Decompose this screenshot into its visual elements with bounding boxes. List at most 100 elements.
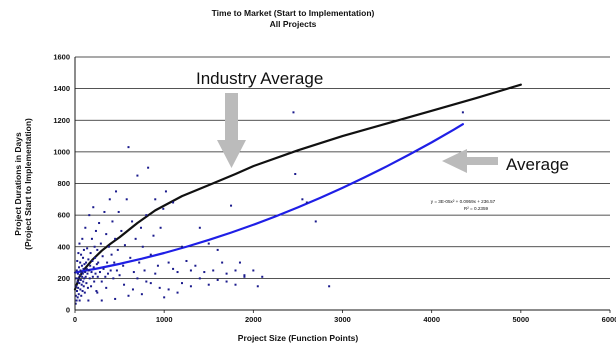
scatter-point <box>79 269 82 272</box>
scatter-point <box>139 226 142 229</box>
scatter-point <box>93 280 96 283</box>
scatter-point <box>84 271 87 274</box>
scatter-point <box>99 242 102 245</box>
scatter-point <box>97 261 100 264</box>
scatter-point <box>314 220 317 223</box>
scatter-point <box>252 269 255 272</box>
scatter-point <box>216 248 219 251</box>
scatter-point <box>109 269 112 272</box>
scatter-point <box>77 252 80 255</box>
scatter-point <box>198 277 201 280</box>
scatter-point <box>189 269 192 272</box>
trendline-equation: y = 3E-05x² + 0.0959x + 236.57 <box>431 199 496 204</box>
scatter-point <box>154 198 157 201</box>
scatter-point <box>207 283 210 286</box>
scatter-point <box>104 275 107 278</box>
x-tick-label: 5000 <box>512 315 529 324</box>
scatter-point <box>75 285 78 288</box>
y-axis-title-line2: (Project Start to Implementation) <box>23 118 33 250</box>
scatter-point <box>82 256 85 259</box>
scatter-point <box>92 266 95 269</box>
scatter-point <box>181 282 183 285</box>
average-arrow <box>442 149 498 173</box>
scatter-point <box>81 272 84 275</box>
scatter-point <box>154 272 157 275</box>
scatter-point <box>90 285 93 288</box>
scatter-point <box>145 214 148 217</box>
scatter-point <box>112 277 115 280</box>
data-series <box>73 83 522 291</box>
scatter-point <box>88 214 91 217</box>
scatter-point <box>172 267 175 270</box>
scatter-point <box>94 272 97 275</box>
scatter-point <box>79 261 82 264</box>
scatter-point <box>117 210 120 213</box>
scatter-point <box>216 278 219 281</box>
y-tick-label: 1000 <box>53 147 70 156</box>
scatter-point <box>89 264 92 267</box>
scatter-point <box>82 285 85 288</box>
scatter-point <box>185 259 188 262</box>
scatter-point <box>79 278 82 281</box>
scatter-point <box>77 293 80 296</box>
scatter-point <box>76 259 79 262</box>
scatter-point <box>103 210 106 213</box>
scatter-point <box>162 207 165 210</box>
scatter-point <box>76 272 79 275</box>
scatter-point <box>261 275 264 278</box>
scatter-point <box>81 275 84 278</box>
scatter-point <box>115 190 118 193</box>
scatter-point <box>76 296 79 299</box>
scatter-point <box>78 266 81 269</box>
scatter-point <box>167 288 170 291</box>
scatter-point <box>105 233 108 236</box>
average-trend-line <box>73 123 464 274</box>
scatter-point <box>80 283 83 286</box>
scatter-point <box>87 258 90 261</box>
scatter-point <box>113 261 116 264</box>
scatter-point <box>158 286 161 289</box>
scatter-point <box>98 271 101 274</box>
scatter-point <box>134 237 137 240</box>
scatter-point <box>77 286 80 289</box>
scatter-point <box>82 280 85 283</box>
scatter-point <box>75 277 78 280</box>
scatter-point <box>95 290 98 293</box>
y-tick-label: 0 <box>66 306 70 315</box>
scatter-point <box>115 269 118 272</box>
scatter-point <box>86 286 89 289</box>
scatter-point <box>301 198 304 201</box>
scatter-point <box>461 111 464 114</box>
scatter-point <box>76 280 79 283</box>
scatter-point <box>123 283 126 286</box>
scatter-point <box>96 275 99 278</box>
scatter-point <box>114 237 117 240</box>
scatter-point <box>87 299 90 302</box>
scatter-point <box>84 226 87 229</box>
scatter-point <box>86 272 89 275</box>
y-tick-label: 1400 <box>53 84 70 93</box>
scatter-points <box>74 111 464 305</box>
scatter-point <box>136 174 139 177</box>
chart-title: Time to Market (Start to Implementation) <box>212 8 375 18</box>
scatter-point <box>91 259 94 262</box>
y-axis-title-line1: Project Durations in Days <box>13 132 23 236</box>
scatter-point <box>74 302 77 305</box>
scatter-point <box>77 277 80 280</box>
scatter-point <box>80 271 83 274</box>
scatter-point <box>221 261 224 264</box>
scatter-point <box>141 245 144 248</box>
industry-average-label: Industry Average <box>196 69 323 88</box>
scatter-point <box>294 173 297 176</box>
scatter-point <box>145 280 148 283</box>
scatter-point <box>156 264 159 267</box>
scatter-point <box>305 201 308 204</box>
scatter-point <box>107 245 110 248</box>
scatter-point <box>82 248 85 251</box>
scatter-point <box>85 261 88 264</box>
scatter-point <box>127 146 130 149</box>
trendline-r-squared: R² = 0.2359 <box>464 206 489 211</box>
scatter-point <box>147 166 150 169</box>
